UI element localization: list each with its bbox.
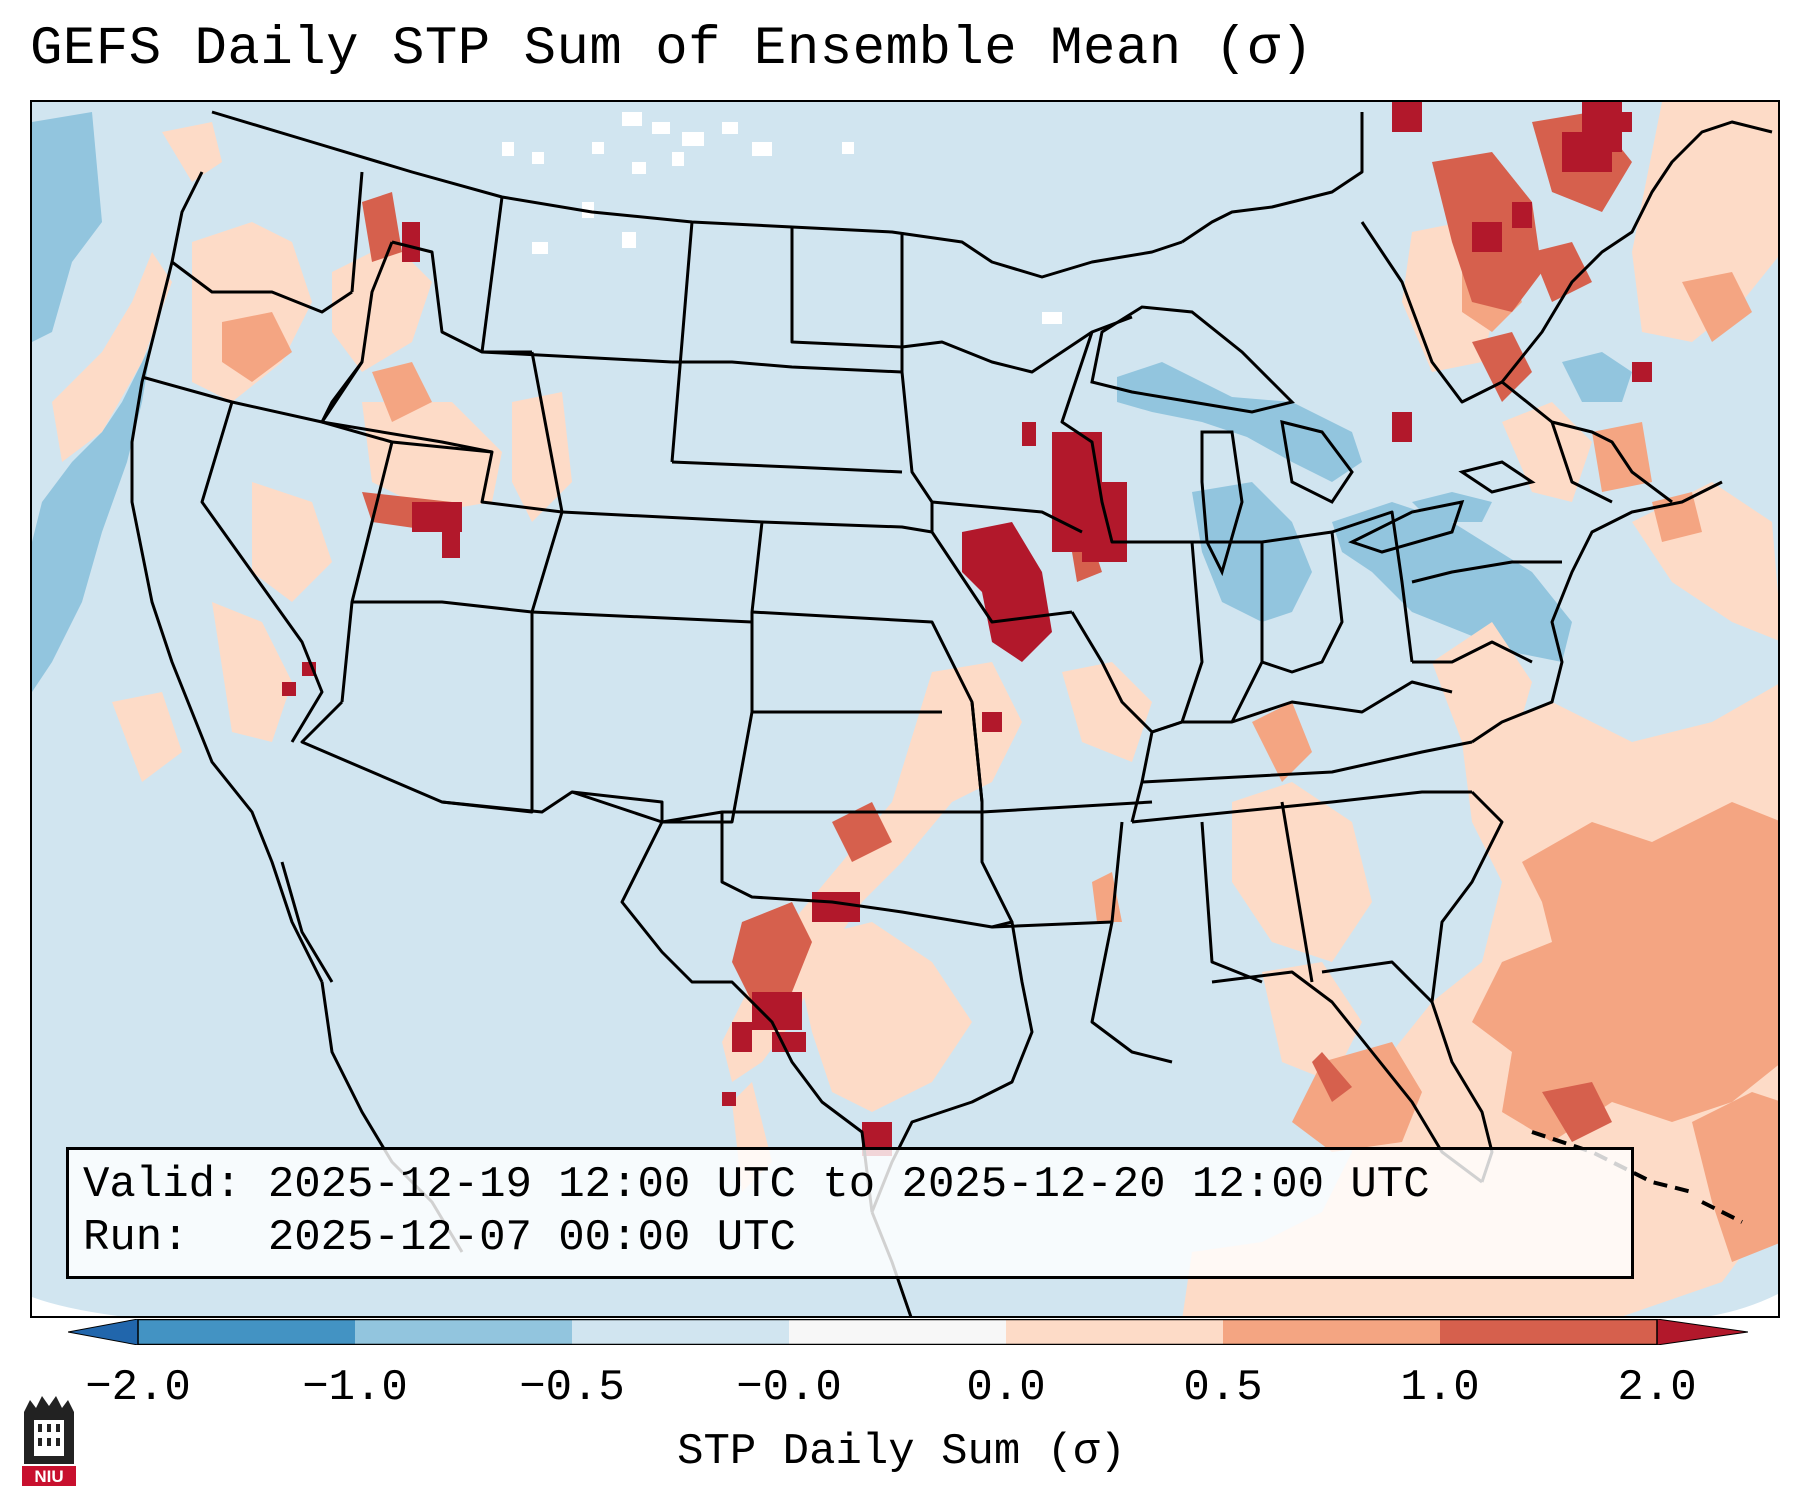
colorbar-tick-label: −2.0: [85, 1363, 191, 1413]
map-title: GEFS Daily STP Sum of Ensemble Mean (σ): [30, 19, 1314, 80]
logo-text: NIU: [34, 1467, 63, 1486]
run-time-line: Run: 2025-12-07 00:00 UTC: [83, 1213, 796, 1263]
colorbar-bin: [1440, 1319, 1658, 1345]
colorbar-bin: [1006, 1319, 1224, 1345]
negative-anomaly-cells: [32, 112, 1632, 692]
colorbar-tick-label: −1.0: [302, 1363, 408, 1413]
valid-time-line: Valid: 2025-12-19 12:00 UTC to 2025-12-2…: [83, 1160, 1430, 1210]
political-borders: [130, 110, 1773, 1316]
colorbar-extend-high: [1656, 1319, 1748, 1345]
great-lakes: [1090, 305, 1536, 577]
colorbar-bin: [789, 1319, 1007, 1345]
near-zero-cells: [502, 112, 1062, 324]
colorbar-tick-label: 0.5: [1183, 1363, 1263, 1413]
colorbar-tick-label: −0.0: [736, 1363, 842, 1413]
colorbar-tick-label: 2.0: [1617, 1363, 1697, 1413]
colorbar-frame: [137, 1319, 1658, 1345]
colorbar-extend-low: [68, 1319, 139, 1345]
colorbar-tick-label: 1.0: [1400, 1363, 1480, 1413]
colorbar-tick-label: −0.5: [519, 1363, 625, 1413]
colorbar-bin: [355, 1319, 573, 1345]
colorbar: [68, 1319, 1748, 1345]
colorbar-label: STP Daily Sum (σ): [677, 1427, 1126, 1477]
colorbar-bin: [138, 1319, 356, 1345]
colorbar-tick-label: 0.0: [966, 1363, 1046, 1413]
colorbar-bin: [572, 1319, 790, 1345]
stp-map: [32, 102, 1778, 1316]
validity-info-box: Valid: 2025-12-19 12:00 UTC to 2025-12-2…: [66, 1147, 1634, 1279]
colorbar-bin: [1223, 1319, 1441, 1345]
niu-logo: NIU: [22, 1396, 76, 1486]
map-panel: [30, 100, 1780, 1318]
